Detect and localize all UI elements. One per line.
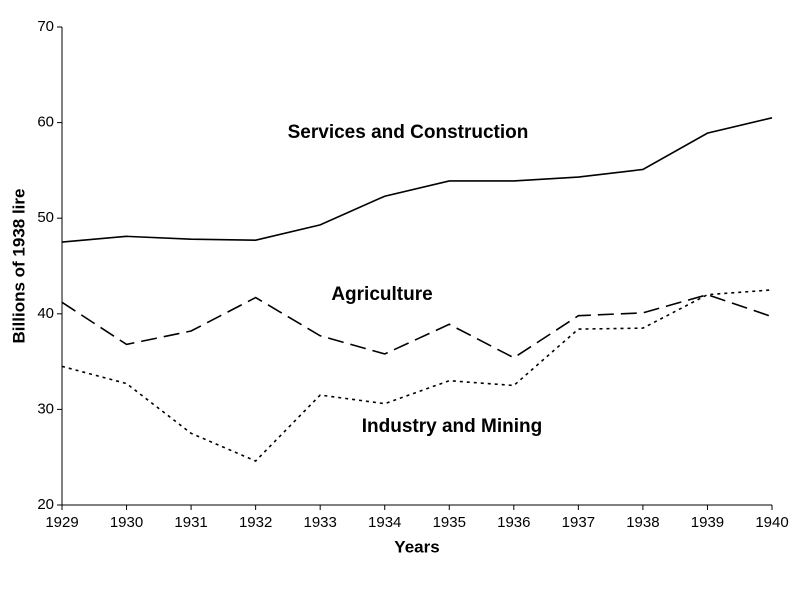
x-axis-label: Years bbox=[394, 537, 439, 556]
x-tick-label: 1939 bbox=[691, 514, 724, 531]
series-line bbox=[61, 117, 773, 243]
y-tick-label: 40 bbox=[37, 305, 54, 322]
y-tick-label: 60 bbox=[37, 114, 54, 131]
y-tick-label: 50 bbox=[37, 209, 54, 226]
y-tick-label: 20 bbox=[37, 496, 54, 513]
y-axis-label: Billions of 1938 lire bbox=[9, 189, 28, 344]
x-tick-label: 1933 bbox=[303, 514, 336, 531]
series-line bbox=[61, 293, 773, 359]
x-tick-label: 1938 bbox=[626, 514, 659, 531]
x-tick-label: 1936 bbox=[497, 514, 530, 531]
x-tick-label: 1935 bbox=[433, 514, 466, 531]
series-label: Industry and Mining bbox=[362, 416, 543, 437]
x-tick-label: 1930 bbox=[110, 514, 143, 531]
series-label: Services and Construction bbox=[288, 122, 529, 143]
x-tick-label: 1929 bbox=[45, 514, 78, 531]
x-tick-label: 1932 bbox=[239, 514, 272, 531]
x-tick-label: 1937 bbox=[562, 514, 595, 531]
x-tick-label: 1940 bbox=[755, 514, 788, 531]
series-label: Agriculture bbox=[331, 284, 432, 305]
series-line bbox=[61, 289, 773, 462]
y-tick-label: 30 bbox=[37, 400, 54, 417]
y-tick-label: 70 bbox=[37, 18, 54, 35]
x-tick-label: 1931 bbox=[174, 514, 207, 531]
x-tick-label: 1934 bbox=[368, 514, 401, 531]
